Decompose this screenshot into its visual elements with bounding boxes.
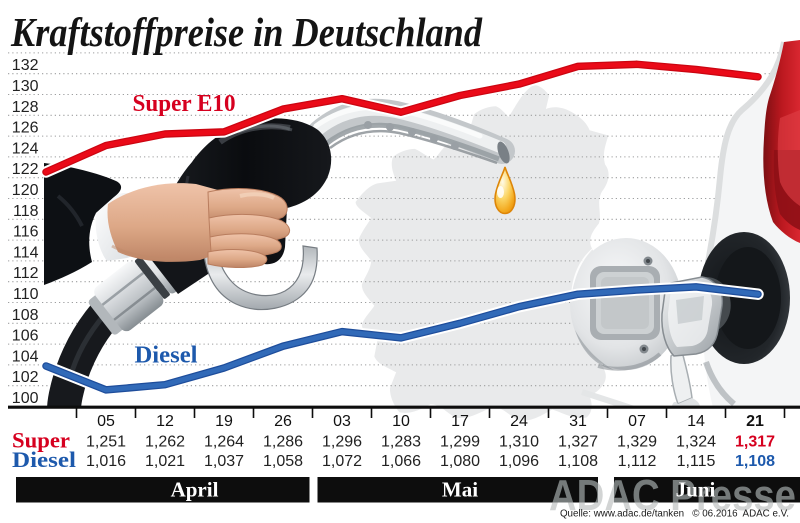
svg-text:Mai: Mai	[442, 478, 478, 502]
svg-text:120: 120	[12, 182, 39, 199]
svg-text:1,066: 1,066	[381, 453, 421, 470]
svg-text:106: 106	[12, 328, 39, 345]
svg-text:Diesel: Diesel	[135, 343, 198, 369]
svg-text:03: 03	[333, 413, 351, 430]
svg-text:1,283: 1,283	[381, 434, 421, 451]
svg-text:Kraftstoffpreise in Deutschlan: Kraftstoffpreise in Deutschland	[10, 9, 482, 55]
svg-text:1,072: 1,072	[322, 453, 362, 470]
svg-text:128: 128	[12, 99, 39, 116]
svg-text:21: 21	[746, 413, 764, 430]
svg-text:132: 132	[12, 57, 39, 74]
svg-text:1,108: 1,108	[558, 453, 598, 470]
svg-text:April: April	[171, 478, 219, 502]
svg-text:24: 24	[510, 413, 528, 430]
svg-text:1,115: 1,115	[677, 453, 716, 470]
svg-text:07: 07	[628, 413, 646, 430]
svg-text:104: 104	[12, 348, 39, 365]
svg-text:1,329: 1,329	[617, 434, 657, 451]
svg-text:17: 17	[451, 413, 469, 430]
svg-text:1,037: 1,037	[204, 453, 244, 470]
svg-text:122: 122	[12, 161, 39, 178]
svg-text:1,080: 1,080	[440, 453, 480, 470]
svg-text:1,327: 1,327	[558, 434, 598, 451]
svg-text:114: 114	[13, 244, 39, 261]
svg-text:100: 100	[12, 390, 39, 407]
svg-text:112: 112	[13, 265, 39, 282]
svg-text:1,112: 1,112	[618, 453, 657, 470]
svg-text:1,058: 1,058	[263, 453, 303, 470]
svg-text:12: 12	[156, 413, 174, 430]
svg-text:Super: Super	[12, 428, 70, 453]
svg-text:Super E10: Super E10	[133, 91, 236, 117]
svg-text:1,108: 1,108	[735, 453, 775, 470]
svg-text:116: 116	[13, 224, 39, 241]
svg-text:1,299: 1,299	[440, 434, 480, 451]
svg-text:1,324: 1,324	[676, 434, 716, 451]
svg-text:1,286: 1,286	[263, 434, 303, 451]
svg-text:19: 19	[215, 413, 233, 430]
svg-text:31: 31	[569, 413, 587, 430]
svg-text:1,296: 1,296	[322, 434, 362, 451]
svg-text:1,264: 1,264	[204, 434, 244, 451]
svg-text:14: 14	[687, 413, 705, 430]
svg-text:1,251: 1,251	[86, 434, 126, 451]
svg-text:126: 126	[12, 120, 39, 137]
svg-text:1,317: 1,317	[735, 434, 775, 451]
svg-text:05: 05	[97, 413, 115, 430]
svg-text:10: 10	[392, 413, 410, 430]
svg-text:108: 108	[12, 307, 39, 324]
svg-text:130: 130	[12, 78, 39, 95]
svg-text:110: 110	[13, 286, 39, 303]
svg-text:1,021: 1,021	[145, 453, 185, 470]
svg-text:Quelle: www.adac.de/tanken ©: Quelle: www.adac.de/tanken © 06.2016 ADA…	[560, 509, 789, 520]
svg-text:Juni: Juni	[676, 478, 716, 502]
svg-text:124: 124	[12, 140, 39, 157]
svg-text:1,262: 1,262	[145, 434, 185, 451]
svg-text:26: 26	[274, 413, 292, 430]
svg-text:1,096: 1,096	[499, 453, 539, 470]
svg-text:Diesel: Diesel	[12, 447, 76, 472]
svg-text:118: 118	[13, 203, 39, 220]
svg-text:1,310: 1,310	[499, 434, 539, 451]
svg-text:1,016: 1,016	[86, 453, 126, 470]
svg-text:102: 102	[12, 369, 39, 386]
svg-text:ADAC Presse: ADAC Presse	[549, 471, 796, 520]
